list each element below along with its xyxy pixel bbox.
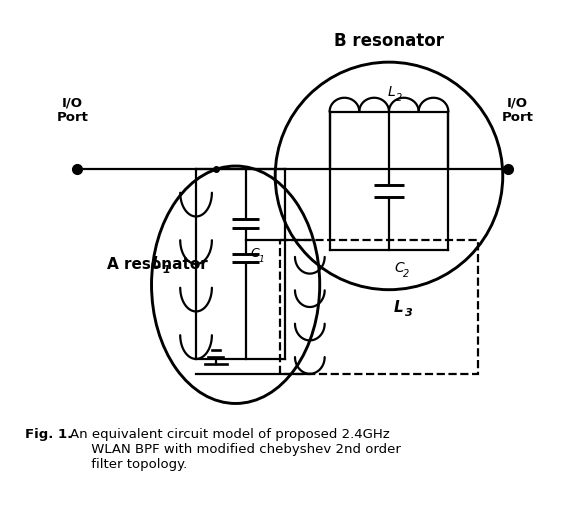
Text: 1: 1 — [258, 255, 264, 264]
Text: An equivalent circuit model of proposed 2.4GHz
     WLAN BPF with modified cheby: An equivalent circuit model of proposed … — [71, 428, 401, 471]
Text: C: C — [250, 246, 259, 259]
Text: C: C — [394, 261, 404, 275]
Text: A resonator: A resonator — [107, 257, 208, 272]
Text: 2: 2 — [396, 93, 402, 103]
Text: 1: 1 — [162, 265, 171, 275]
Text: Fig. 1.: Fig. 1. — [25, 428, 72, 441]
Text: 3: 3 — [405, 308, 413, 318]
Text: I/O
Port: I/O Port — [56, 96, 88, 124]
Text: L: L — [394, 300, 404, 314]
Bar — [280, 240, 478, 374]
Text: L: L — [388, 85, 396, 99]
Text: 2: 2 — [403, 269, 409, 279]
Text: B resonator: B resonator — [334, 32, 444, 50]
Text: I/O
Port: I/O Port — [502, 96, 533, 124]
Text: L: L — [152, 256, 161, 271]
